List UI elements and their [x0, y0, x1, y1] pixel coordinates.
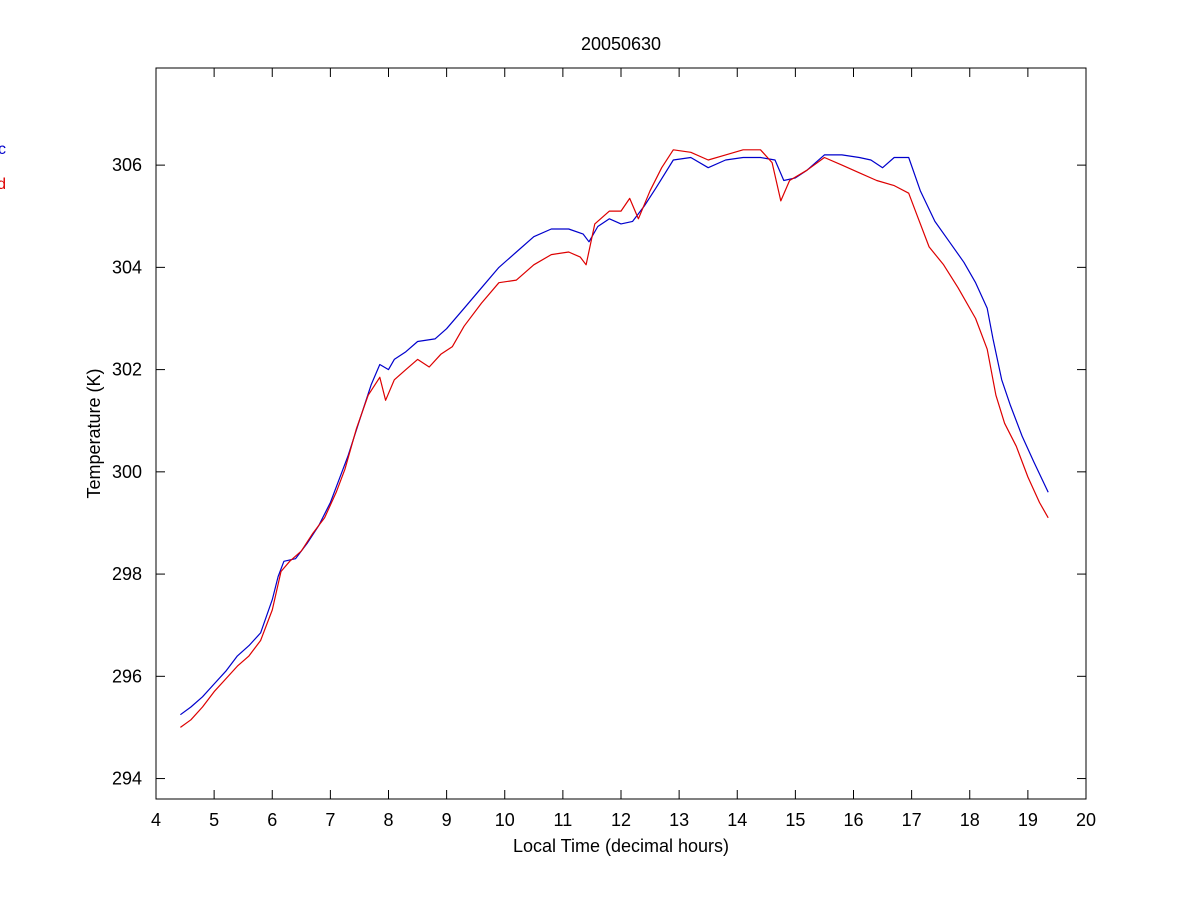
- x-tick-label: 5: [209, 810, 219, 830]
- x-tick-label: 17: [902, 810, 922, 830]
- y-axis-label: Temperature (K): [84, 368, 104, 498]
- y-tick-label: 294: [112, 769, 142, 789]
- chart-title: 20050630: [581, 34, 661, 54]
- legend-entry-d: d: [0, 176, 6, 193]
- legend: cd: [0, 141, 6, 193]
- series-layer: [180, 149, 1049, 728]
- series-line-d: [180, 149, 1049, 728]
- x-tick-label: 8: [383, 810, 393, 830]
- y-tick-label: 306: [112, 155, 142, 175]
- y-tick-label: 300: [112, 462, 142, 482]
- y-tick-label: 304: [112, 257, 142, 277]
- x-axis: 4 5 6 7 8 9 10 11 12 13 14 15 16 17 18 19 20: [151, 68, 1096, 830]
- x-tick-label: 12: [611, 810, 631, 830]
- x-tick-label: 10: [495, 810, 515, 830]
- y-tick-label: 298: [112, 564, 142, 584]
- legend-entry-c: c: [0, 141, 6, 158]
- x-tick-label: 20: [1076, 810, 1096, 830]
- x-tick-label: 4: [151, 810, 161, 830]
- x-tick-label: 7: [325, 810, 335, 830]
- x-tick-label: 16: [843, 810, 863, 830]
- x-tick-label: 13: [669, 810, 689, 830]
- x-tick-label: 14: [727, 810, 747, 830]
- x-tick-label: 19: [1018, 810, 1038, 830]
- x-tick-label: 6: [267, 810, 277, 830]
- y-axis: 294 296 298 300 302 304 306: [112, 155, 1086, 789]
- x-axis-label: Local Time (decimal hours): [513, 836, 729, 856]
- x-tick-label: 9: [442, 810, 452, 830]
- x-tick-label: 11: [554, 810, 573, 830]
- x-tick-label: 15: [785, 810, 805, 830]
- y-tick-label: 302: [112, 360, 142, 380]
- y-tick-label: 296: [112, 666, 142, 686]
- x-tick-label: 18: [960, 810, 980, 830]
